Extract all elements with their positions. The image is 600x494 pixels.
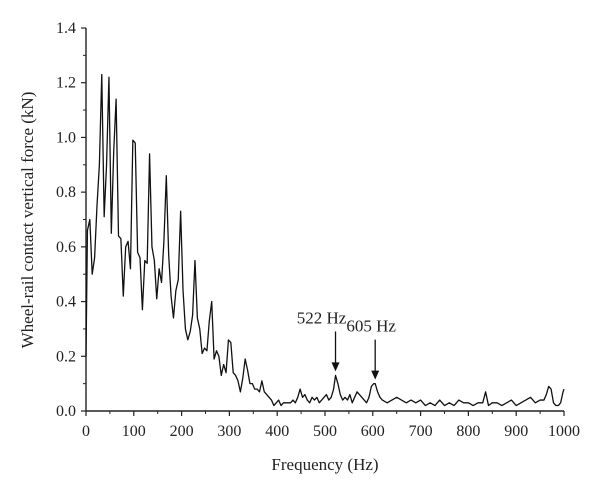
annotation-label: 605 Hz xyxy=(346,317,396,336)
y-tick-label: 0.0 xyxy=(56,403,76,420)
y-tick-label: 1.0 xyxy=(56,129,76,146)
x-tick-label: 700 xyxy=(409,423,433,440)
y-tick-label: 0.2 xyxy=(56,348,76,365)
x-tick-label: 400 xyxy=(265,423,289,440)
y-tick-label: 0.4 xyxy=(56,294,76,311)
x-tick-label: 100 xyxy=(122,423,146,440)
x-tick-label: 0 xyxy=(82,423,90,440)
annotation-arrow-head xyxy=(331,362,340,372)
x-tick-label: 600 xyxy=(361,423,385,440)
annotation-arrow-head xyxy=(371,370,380,380)
y-ticks: 0.0 0.2 0.4 0.6 0.8 1.0 1.2 1.4 xyxy=(56,20,86,420)
x-tick-label: 900 xyxy=(504,423,528,440)
x-axis-title: Frequency (Hz) xyxy=(271,455,378,474)
annotations: 522 Hz 605 Hz xyxy=(297,308,396,380)
y-tick-label: 1.2 xyxy=(56,75,76,92)
x-tick-label: 800 xyxy=(456,423,480,440)
y-tick-label: 1.4 xyxy=(56,20,76,37)
x-tick-label: 1000 xyxy=(548,423,580,440)
y-tick-label: 0.8 xyxy=(56,184,76,201)
series-line xyxy=(85,73,565,407)
x-tick-label: 200 xyxy=(170,423,194,440)
x-tick-label: 300 xyxy=(217,423,241,440)
annotation-label: 522 Hz xyxy=(297,308,347,327)
plot-area: 0 100 200 300 400 500 600 700 800 900 1000 0.00.20… xyxy=(56,20,580,440)
y-axis-title: Wheel-rail contact vertical force (kN) xyxy=(18,92,37,349)
y-tick-label: 0.6 xyxy=(56,239,76,256)
x-tick-label: 500 xyxy=(313,423,337,440)
x-ticks: 0 100 200 300 400 500 600 700 800 900 1000 xyxy=(82,411,580,440)
